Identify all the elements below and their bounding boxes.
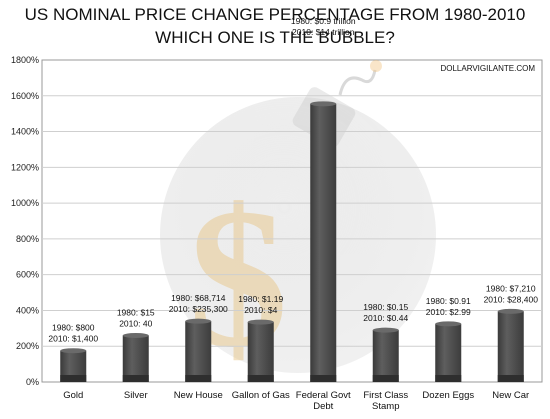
bar-annotation: 1980: $0.91 — [426, 296, 471, 306]
bar-top — [310, 101, 337, 107]
bar — [310, 101, 337, 383]
bar-base — [185, 375, 212, 382]
bar-annotation: 2010: $4 — [244, 305, 277, 315]
bar-annotation: 1980: $7,210 — [486, 283, 536, 293]
bar — [60, 348, 87, 382]
bar — [247, 319, 274, 382]
y-tick-label: 600% — [16, 270, 39, 280]
bar-body — [310, 103, 337, 383]
bar-body — [435, 323, 462, 382]
bar — [122, 332, 149, 382]
bar-annotation: 2010: $235,300 — [169, 304, 228, 314]
bar-annotation: 1980: $0.9 trillion — [291, 16, 356, 26]
bar-annotation: 1980: $800 — [52, 323, 95, 333]
bar — [435, 321, 462, 382]
bomb-watermark-body — [160, 97, 436, 373]
bar-base — [60, 375, 87, 382]
bar-top — [122, 332, 149, 338]
chart-title-line-2: WHICH ONE IS THE BUBBLE? — [155, 28, 395, 47]
x-tick-label: Silver — [124, 390, 148, 401]
x-tick-label: Gold — [63, 390, 83, 401]
bar-body — [372, 330, 399, 382]
y-tick-label: 200% — [16, 341, 39, 351]
bar-annotation: 2010: 40 — [119, 318, 152, 328]
y-tick-label: 800% — [16, 234, 39, 244]
bar-annotation: 1980: $15 — [117, 307, 155, 317]
x-tick-label: New House — [174, 390, 223, 401]
bar-top — [372, 327, 399, 333]
bar-annotation: 1980: $68,714 — [171, 293, 226, 303]
bomb-watermark-spark — [370, 60, 382, 72]
bars — [60, 101, 524, 383]
y-tick-label: 0% — [26, 377, 39, 387]
bar-body — [497, 311, 524, 382]
bar-base — [497, 375, 524, 382]
x-tick-label: Gallon of Gas — [232, 390, 290, 401]
x-axis: Gold Silver New House Gallon of Gas Federal … — [63, 390, 529, 412]
bar-body — [247, 322, 274, 382]
y-tick-label: 1000% — [11, 198, 39, 208]
bar-annotation: 2010: $14 trillion — [292, 27, 355, 37]
bar-top — [60, 348, 87, 354]
y-tick-label: 1400% — [11, 127, 39, 137]
bar-top — [497, 308, 524, 314]
bar — [185, 318, 212, 382]
y-tick-label: 1200% — [11, 162, 39, 172]
bar-base — [310, 375, 337, 382]
x-tick-label: Federal Govt — [296, 390, 351, 401]
bomb-watermark-fuse — [338, 69, 377, 96]
y-tick-label: 1800% — [11, 55, 39, 65]
bar — [497, 308, 524, 382]
bar-body — [185, 321, 212, 382]
x-tick-label: Stamp — [372, 401, 399, 412]
bar-top — [247, 319, 274, 325]
x-tick-label: Dozen Eggs — [422, 390, 474, 401]
y-tick-label: 1600% — [11, 91, 39, 101]
x-tick-label: New Car — [492, 390, 529, 401]
bar-annotation: 2010: $28,400 — [484, 294, 539, 304]
bar-body — [122, 335, 149, 382]
bar-top — [435, 321, 462, 327]
bar-base — [372, 375, 399, 382]
bar-base — [122, 375, 149, 382]
bar — [372, 327, 399, 382]
y-axis: 0% 200% 400% 600% 800% 1000% 1200% 1400% 1600% 18… — [11, 55, 39, 387]
bar-annotation: 2010: $0.44 — [363, 313, 408, 323]
bar-annotation: 2010: $1,400 — [48, 334, 98, 344]
source-label: DOLLARVIGILANTE.COM — [440, 64, 535, 73]
bar-annotation: 1980: $1.19 — [238, 294, 283, 304]
bar-annotation: 1980: $0.15 — [363, 302, 408, 312]
x-tick-label: First Class — [363, 390, 408, 401]
bar-base — [247, 375, 274, 382]
bar-base — [435, 375, 462, 382]
bar-top — [185, 318, 212, 324]
x-tick-label: Debt — [313, 401, 333, 412]
y-tick-label: 400% — [16, 305, 39, 315]
bar-annotation: 2010: $2.99 — [426, 307, 471, 317]
chart-title-line-1: US NOMINAL PRICE CHANGE PERCENTAGE FROM … — [25, 5, 526, 24]
